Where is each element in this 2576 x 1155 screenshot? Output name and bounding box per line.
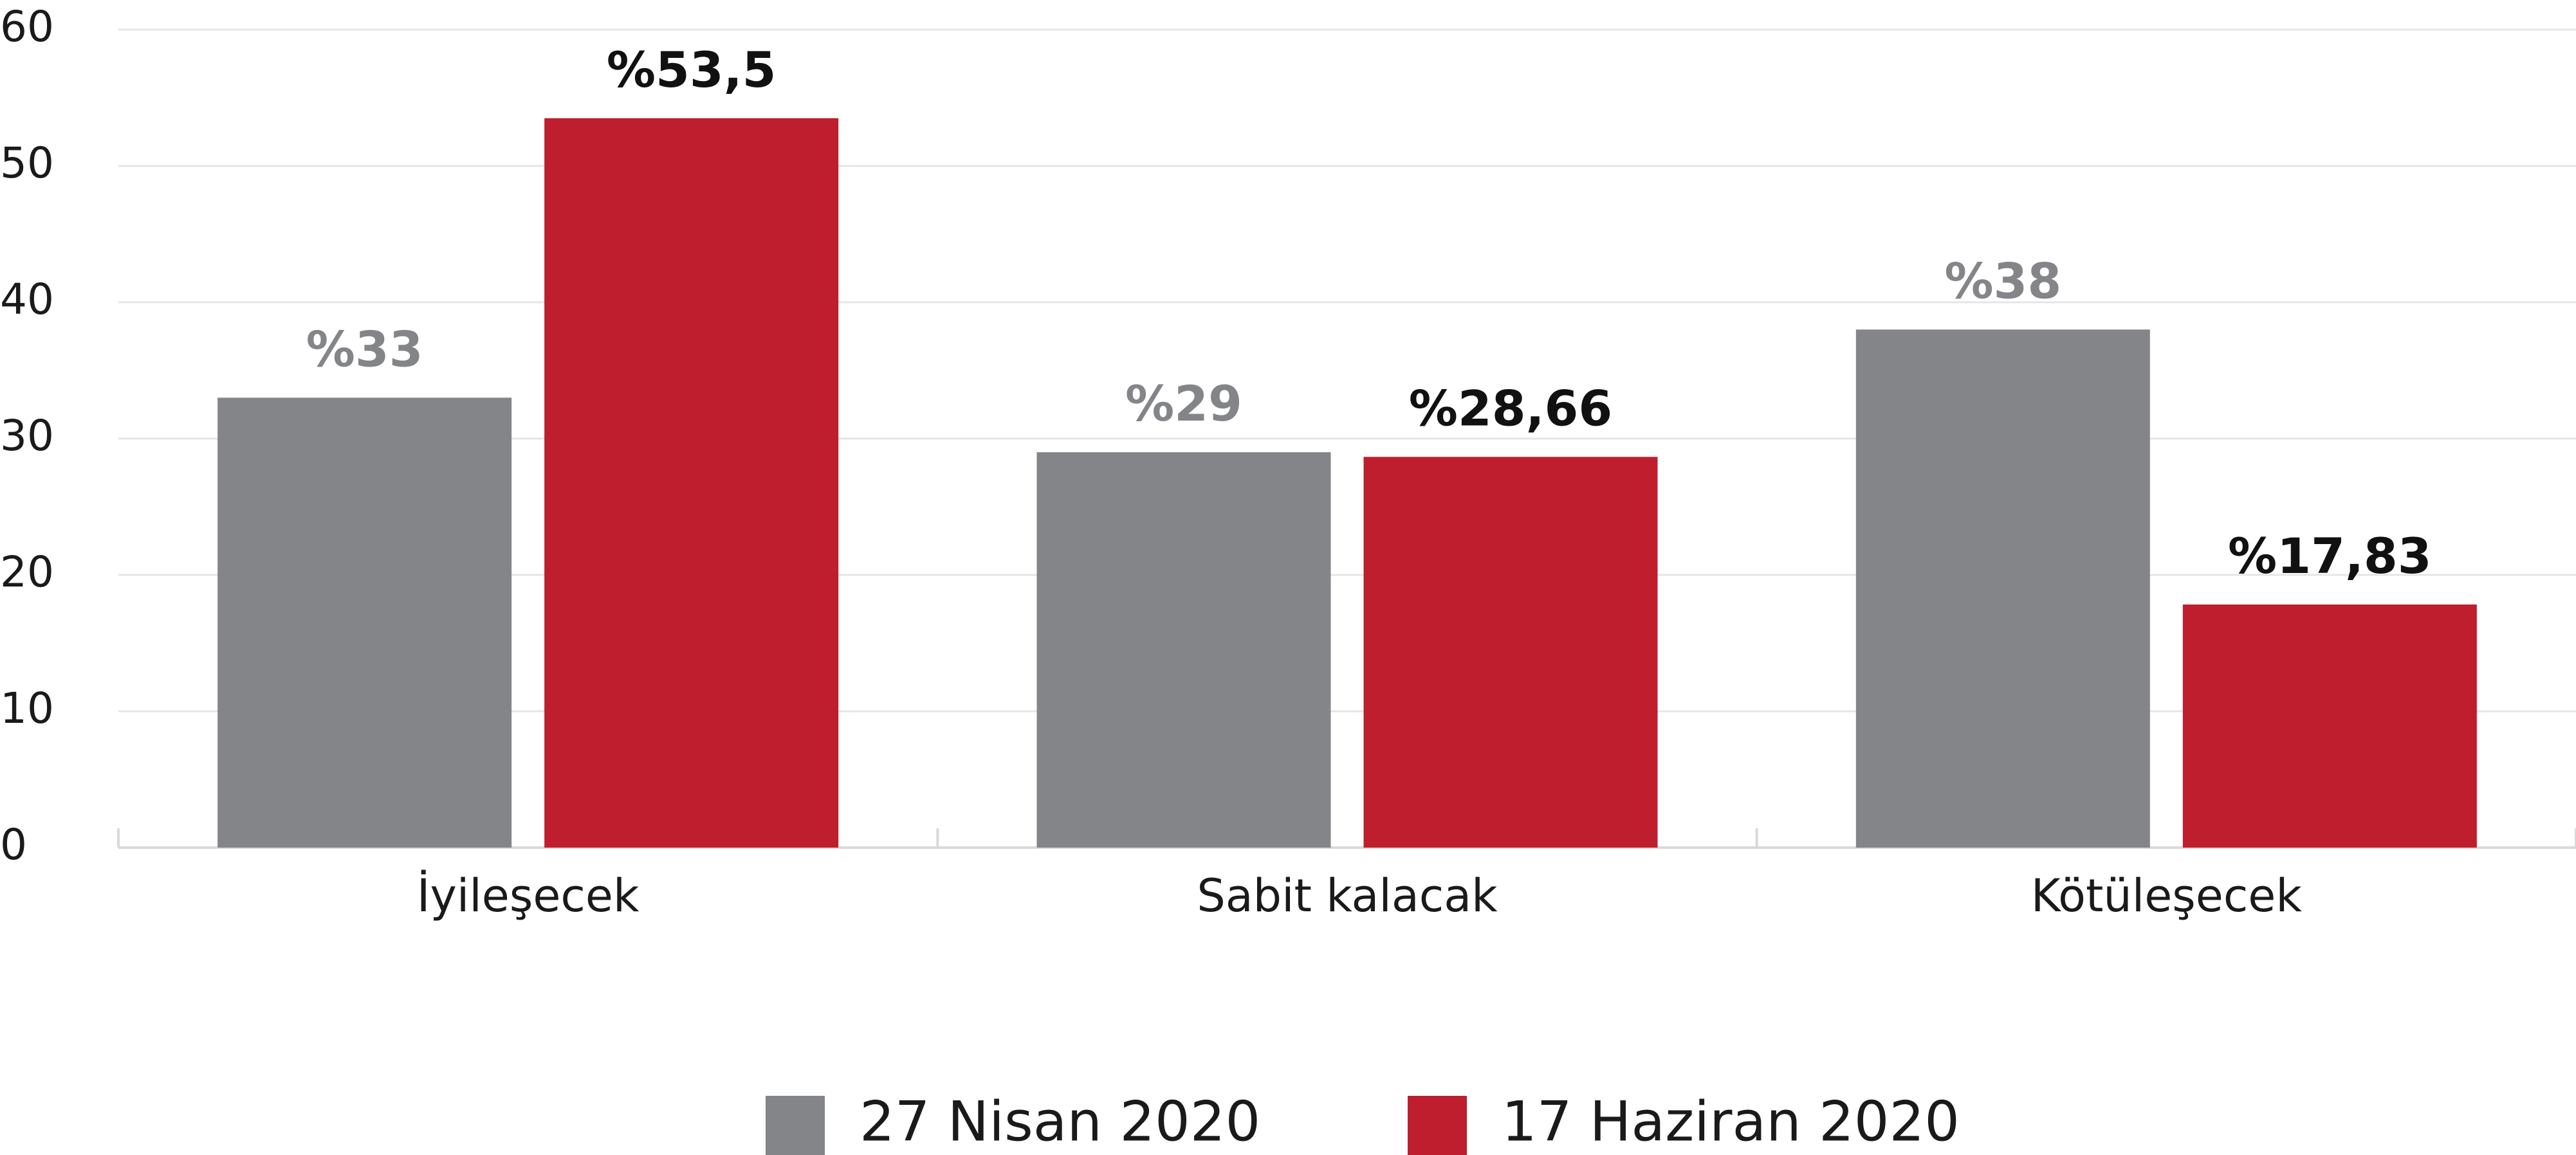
y-tick-label: 20	[0, 547, 54, 597]
x-tick-label: İyileşecek	[417, 869, 639, 922]
legend-label: 17 Haziran 2020	[1502, 1089, 1960, 1154]
legend-swatch	[1408, 1096, 1467, 1155]
y-tick-label: 30	[0, 411, 54, 460]
bar	[2182, 605, 2477, 848]
value-label: %33	[306, 320, 423, 377]
x-tick-label: Kötüleşecek	[2031, 869, 2303, 922]
legend-swatch	[766, 1096, 825, 1155]
value-label: %28,66	[1409, 379, 1613, 437]
value-label: %17,83	[2228, 527, 2432, 585]
y-tick-label: 0	[0, 820, 27, 869]
value-label: %29	[1125, 375, 1242, 432]
bar	[217, 397, 512, 848]
bar	[1036, 452, 1331, 848]
legend-label: 27 Nisan 2020	[860, 1089, 1260, 1154]
x-tick-label: Sabit kalacak	[1197, 869, 1498, 922]
y-tick-label: 10	[0, 684, 54, 733]
value-label: %53,5	[607, 41, 777, 98]
y-tick-label: 50	[0, 138, 54, 188]
y-tick-label: 60	[0, 2, 54, 51]
bar	[1855, 329, 2150, 848]
y-tick-label: 40	[0, 275, 54, 324]
bar	[544, 118, 839, 848]
bar	[1363, 457, 1658, 848]
value-label: %38	[1944, 252, 2061, 309]
